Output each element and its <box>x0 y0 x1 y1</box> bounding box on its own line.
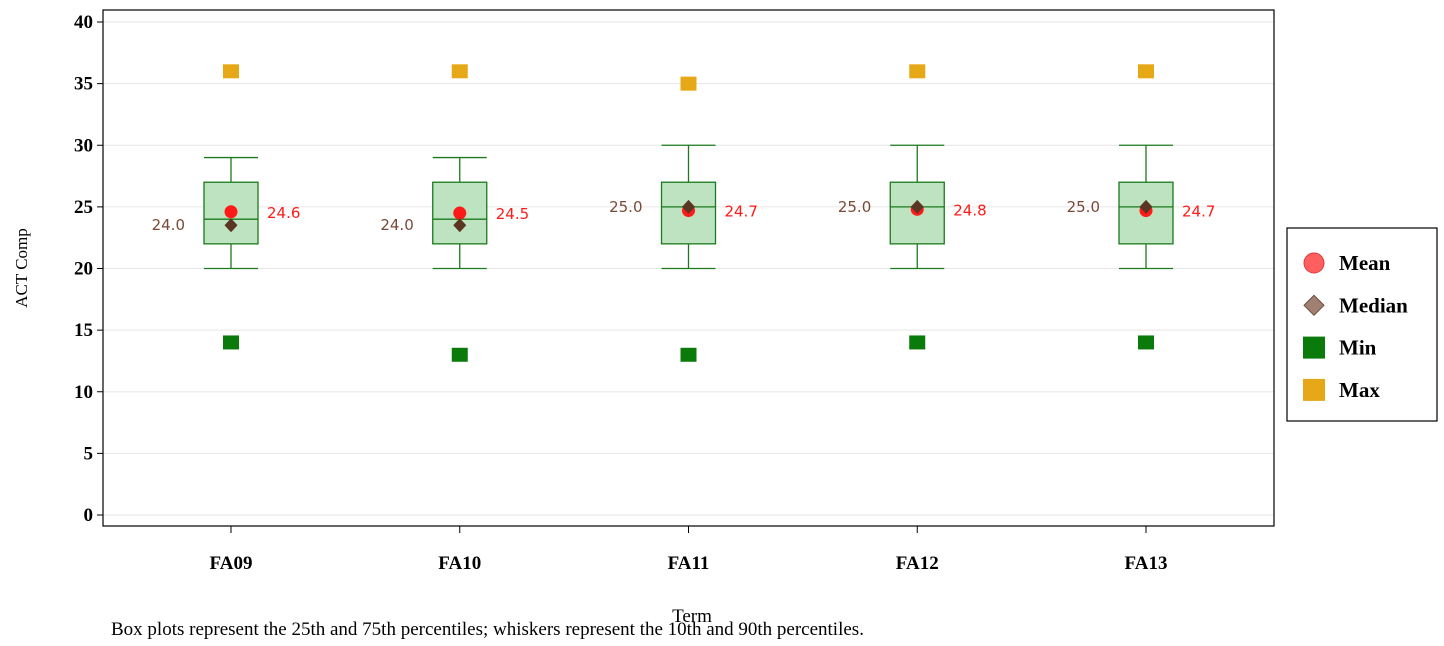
footnote: Box plots represent the 25th and 75th pe… <box>111 619 864 640</box>
x-tick-label: FA12 <box>896 553 939 574</box>
median-marker <box>682 199 695 214</box>
y-tick-label: 20 <box>74 259 93 280</box>
x-tick-label: FA10 <box>438 553 481 574</box>
x-tick-label: FA13 <box>1125 553 1168 574</box>
median-data-label: 25.0 <box>609 198 642 216</box>
median-marker <box>910 199 924 214</box>
max-marker <box>1138 64 1154 79</box>
box-group-fa09: 24.0 24.6 <box>152 64 300 350</box>
box-series: 24.0 24.6 24.0 24.5 25.0 24.7 25.0 24.8 25.0 24.7 <box>152 64 1215 362</box>
y-tick-label: 30 <box>74 135 93 156</box>
median-marker <box>453 218 467 233</box>
legend-max-label: Max <box>1339 378 1380 402</box>
y-tick-label: 10 <box>74 382 93 403</box>
min-marker <box>451 347 468 362</box>
mean-data-label: 24.8 <box>953 201 986 219</box>
y-tick-label: 25 <box>74 197 93 218</box>
box-group-fa11: 25.0 24.7 <box>609 76 758 362</box>
mean-data-label: 24.7 <box>725 203 758 221</box>
max-marker <box>451 64 468 79</box>
median-marker <box>1139 199 1153 214</box>
legend-mean-label: Mean <box>1339 251 1391 275</box>
mean-data-label: 24.5 <box>496 205 529 223</box>
legend-median-label: Median <box>1339 293 1408 317</box>
legend-median-swatch <box>1303 294 1325 317</box>
box-iqr <box>1118 181 1174 245</box>
y-tick-label: 0 <box>84 505 94 526</box>
mean-marker <box>224 205 238 219</box>
mean-marker <box>453 206 467 220</box>
y-tick-label: 5 <box>84 443 94 464</box>
min-marker <box>1138 335 1154 350</box>
min-marker <box>909 335 926 350</box>
legend: Mean Median Min Max <box>1286 227 1438 422</box>
mean-data-label: 24.6 <box>267 204 300 222</box>
x-axis: FA09 FA10 FA11 FA12 FA13 <box>210 526 1168 574</box>
y-axis-title: ACT Comp <box>12 228 31 308</box>
x-tick-label: FA09 <box>210 553 253 574</box>
x-tick-label: FA11 <box>668 553 710 574</box>
max-marker <box>909 64 926 79</box>
min-marker <box>223 335 239 350</box>
median-data-label: 24.0 <box>380 216 413 234</box>
median-data-label: 25.0 <box>1067 198 1100 216</box>
y-tick-label: 35 <box>74 74 93 95</box>
median-marker <box>224 218 238 233</box>
min-marker <box>680 347 697 362</box>
mean-data-label: 24.7 <box>1182 203 1215 221</box>
y-tick-label: 15 <box>74 320 93 341</box>
legend-min-label: Min <box>1339 336 1377 360</box>
box-group-fa10: 24.0 24.5 <box>380 64 529 362</box>
x-axis-title: Term <box>672 606 712 627</box>
y-axis: 0 5 10 15 20 25 30 35 40 <box>74 12 103 526</box>
median-data-label: 24.0 <box>152 216 185 234</box>
box-group-fa12: 25.0 24.8 <box>838 64 987 350</box>
y-tick-label: 40 <box>74 12 93 33</box>
median-data-label: 25.0 <box>838 198 871 216</box>
max-marker <box>680 76 697 91</box>
legend-min-swatch <box>1303 336 1325 359</box>
max-marker <box>223 64 239 79</box>
box-group-fa13: 25.0 24.7 <box>1067 64 1215 350</box>
legend-max-swatch <box>1303 378 1325 401</box>
legend-mean-swatch <box>1303 252 1325 274</box>
